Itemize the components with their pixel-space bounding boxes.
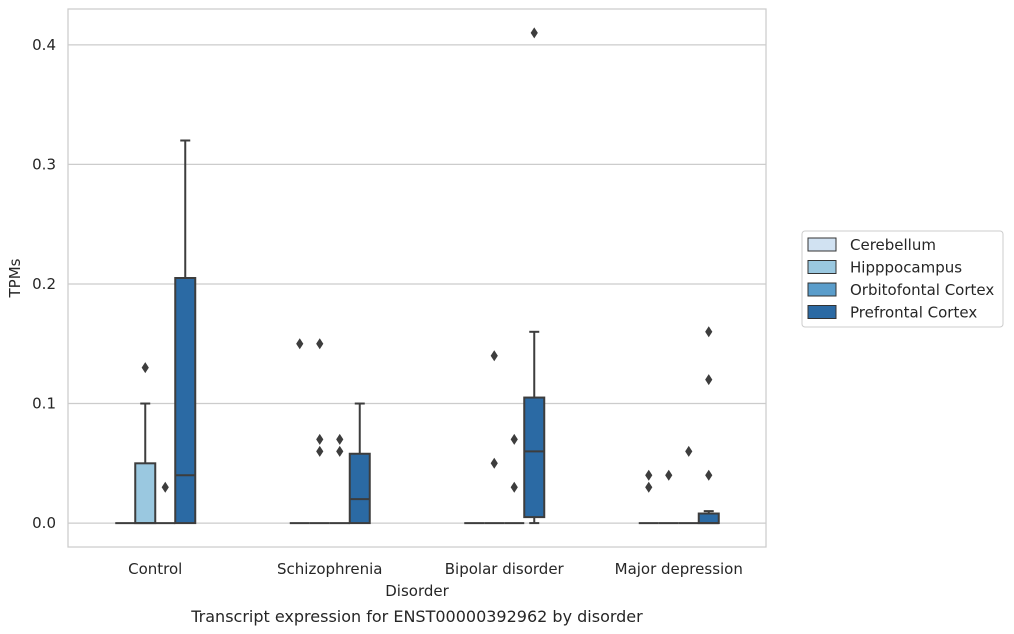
box-cerebellum bbox=[638, 469, 659, 525]
legend-frame bbox=[801, 230, 1004, 328]
legend-label: Cerebellum bbox=[850, 236, 936, 254]
legend: Cerebellum Hipppocampus Orbitofontal Corte… bbox=[801, 230, 1004, 328]
y-tick-label: 0.4 bbox=[32, 36, 56, 54]
outlier-point bbox=[316, 338, 324, 350]
outlier-point bbox=[510, 433, 518, 445]
box-prefrontal-cortex bbox=[174, 139, 197, 525]
y-axis-ticks: 0.0 0.1 0.2 0.3 0.4 bbox=[32, 36, 56, 532]
outlier-point bbox=[316, 433, 324, 445]
outlier-point bbox=[645, 469, 653, 481]
x-tick-label: Control bbox=[128, 560, 182, 578]
plot-area bbox=[115, 27, 720, 525]
outlier-point bbox=[705, 469, 713, 481]
legend-swatch bbox=[807, 260, 837, 274]
box-prefrontal-cortex bbox=[697, 326, 720, 525]
box-hipppocampus bbox=[134, 362, 157, 525]
box-body bbox=[174, 277, 197, 525]
y-tick-label: 0.0 bbox=[32, 514, 56, 532]
outlier-point bbox=[530, 27, 538, 39]
legend-swatch bbox=[807, 305, 837, 319]
outlier-point bbox=[705, 326, 713, 338]
x-axis-label: Disorder bbox=[385, 582, 449, 600]
outlier-point bbox=[336, 433, 344, 445]
outlier-point bbox=[705, 374, 713, 386]
x-tick-label: Bipolar disorder bbox=[445, 560, 565, 578]
outlier-point bbox=[645, 481, 653, 493]
y-tick-label: 0.1 bbox=[32, 395, 56, 413]
outlier-point bbox=[510, 481, 518, 493]
legend-label: Hipppocampus bbox=[850, 259, 962, 277]
outlier-point bbox=[490, 457, 498, 469]
box-hipppocampus bbox=[484, 350, 505, 525]
outlier-point bbox=[316, 445, 324, 457]
x-tick-label: Major depression bbox=[615, 560, 743, 578]
outlier-point bbox=[296, 338, 304, 350]
box-body bbox=[523, 396, 546, 519]
x-tick-label: Schizophrenia bbox=[277, 560, 382, 578]
chart-caption: Transcript expression for ENST0000039296… bbox=[190, 607, 643, 626]
legend-swatch bbox=[807, 237, 837, 252]
x-axis-ticks: Control Schizophrenia Bipolar disorder Majo… bbox=[128, 560, 743, 578]
box-body bbox=[134, 462, 157, 525]
outlier-point bbox=[161, 481, 169, 493]
legend-swatch bbox=[807, 282, 837, 297]
y-tick-label: 0.2 bbox=[32, 275, 56, 293]
outlier-point bbox=[490, 350, 498, 362]
box-hipppocampus bbox=[309, 338, 330, 525]
outlier-point bbox=[665, 469, 673, 481]
outlier-point bbox=[685, 445, 693, 457]
box-orbitofontal-cortex bbox=[678, 445, 699, 525]
box-cerebellum bbox=[289, 338, 310, 525]
box-prefrontal-cortex bbox=[523, 27, 546, 525]
legend-label: Prefrontal Cortex bbox=[850, 304, 977, 322]
outlier-point bbox=[336, 445, 344, 457]
box-orbitofontal-cortex bbox=[504, 433, 525, 525]
y-tick-label: 0.3 bbox=[32, 155, 56, 173]
box-prefrontal-cortex bbox=[348, 402, 371, 525]
axes-frame bbox=[67, 8, 767, 548]
gridlines bbox=[68, 44, 766, 524]
outlier-point bbox=[141, 362, 149, 374]
y-axis-label: TPMs bbox=[6, 258, 24, 298]
box-orbitofontal-cortex bbox=[329, 433, 350, 525]
box-body bbox=[697, 512, 720, 525]
box-hipppocampus bbox=[658, 469, 679, 525]
box-orbitofontal-cortex bbox=[155, 481, 176, 525]
box-body bbox=[348, 452, 371, 525]
legend-label: Orbitofontal Cortex bbox=[850, 281, 994, 299]
